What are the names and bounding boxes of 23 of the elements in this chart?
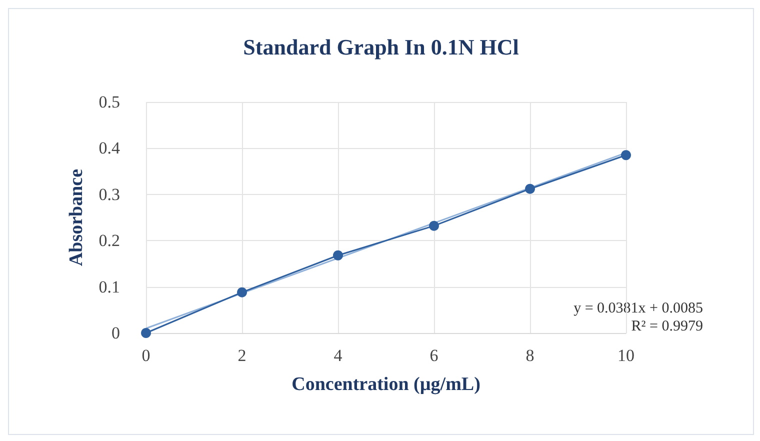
point: [621, 150, 631, 160]
y-tick-label: 0.2: [98, 231, 120, 250]
y-axis-title: Absorbance: [66, 168, 87, 266]
x-tick-label: 4: [334, 346, 343, 365]
x-axis-title: Concentration (µg/mL): [292, 374, 480, 395]
y-tick-label: 0: [112, 324, 120, 342]
x-tick-label: 10: [618, 346, 634, 365]
point: [141, 328, 151, 338]
annotation: y = 0.0381x + 0.0085: [574, 300, 704, 316]
x-tick-label: 8: [526, 346, 534, 365]
point: [237, 287, 247, 298]
point: [525, 184, 535, 194]
x-tick-label: 2: [238, 346, 246, 365]
text: R² = 0.9979: [631, 318, 704, 334]
x-tick-label: 0: [142, 346, 150, 365]
chart-title: Standard Graph In 0.1N HCl: [243, 34, 519, 60]
x-tick-label: 6: [430, 346, 438, 365]
y-tick-label: 0.5: [98, 92, 120, 112]
y-tick-label: 0.3: [98, 184, 120, 204]
y-tick-label: 0.1: [98, 277, 120, 296]
point: [333, 250, 343, 260]
y-tick-label: 0.4: [98, 138, 120, 158]
point: [429, 220, 439, 231]
